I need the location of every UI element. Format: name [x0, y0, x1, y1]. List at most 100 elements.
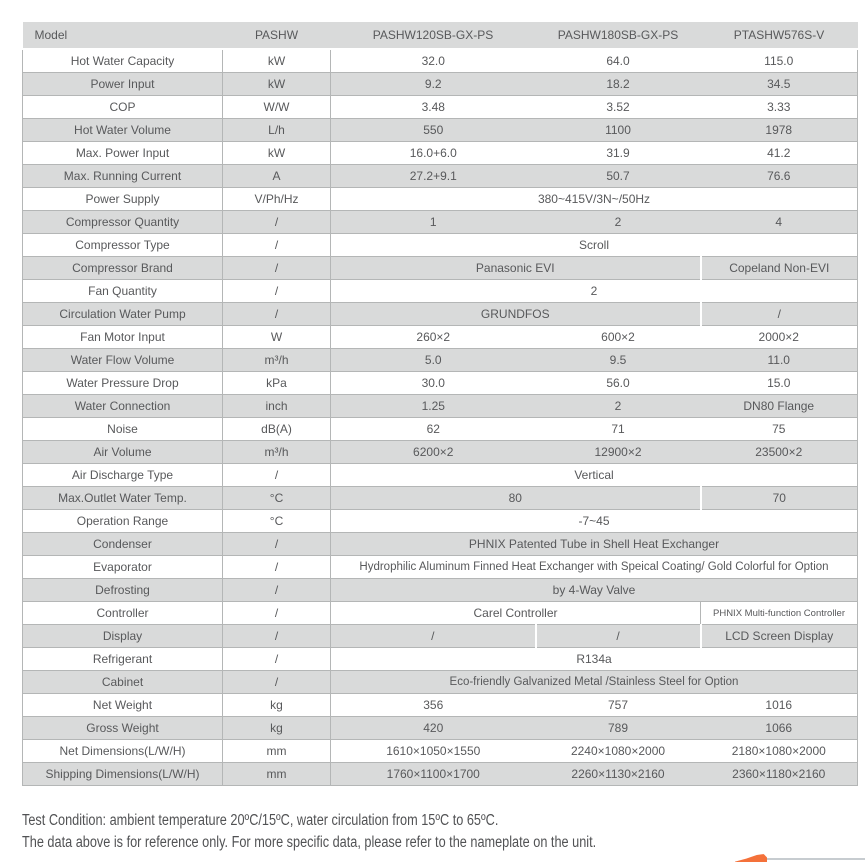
logo-swoosh-icon [735, 854, 767, 862]
table-row: Air Volume m³/h 6200×2 12900×2 23500×2 [22, 440, 858, 464]
spec-unit-cell: kPa [222, 371, 331, 395]
spec-value-cell: 1 [330, 210, 536, 234]
table-row: Controller / Carel Controller PHNIX Multi-f… [22, 601, 858, 625]
spec-value-cell: 1100 [535, 118, 701, 142]
table-row: Net Weight kg 356 757 1016 [22, 693, 858, 717]
spec-value-cell: / [535, 624, 702, 648]
reference-note: The data above is for reference only. Fo… [22, 834, 597, 851]
spec-label-cell: Fan Quantity [22, 279, 223, 303]
spec-label-cell: Net Dimensions(L/W/H) [22, 739, 223, 763]
header-model-pashw120sb-gx-ps: PASHW120SB-GX-PS [330, 22, 536, 50]
spec-label-cell: Defrosting [22, 578, 223, 602]
specification-table: Model PASHW PASHW120SB-GX-PS PASHW180SB-… [22, 22, 858, 786]
spec-value-cell: 757 [535, 693, 701, 717]
spec-value-cell: 3.48 [330, 95, 536, 119]
spec-label-cell: Power Supply [22, 187, 223, 211]
spec-label-cell: Water Flow Volume [22, 348, 223, 372]
spec-label-cell: Power Input [22, 72, 223, 96]
spec-value-cell: 2 [330, 279, 858, 303]
spec-value-cell: Copeland Non-EVI [700, 256, 858, 280]
spec-value-cell: 2000×2 [700, 325, 858, 349]
spec-value-cell: Vertical [330, 463, 858, 487]
spec-value-cell: 550 [330, 118, 536, 142]
header-model-pashw180sb-gx-ps: PASHW180SB-GX-PS [535, 22, 701, 50]
spec-unit-cell: / [222, 279, 331, 303]
spec-unit-cell: / [222, 210, 331, 234]
spec-value-cell: 15.0 [700, 371, 858, 395]
spec-label-cell: Net Weight [22, 693, 223, 717]
spec-value-cell: Carel Controller [330, 601, 701, 625]
spec-unit-cell: kW [222, 141, 331, 165]
table-row: Noise dB(A) 62 71 75 [22, 417, 858, 441]
spec-value-cell: 64.0 [535, 49, 701, 73]
spec-label-cell: Circulation Water Pump [22, 302, 223, 326]
spec-label-cell: Water Pressure Drop [22, 371, 223, 395]
spec-value-cell: PHNIX Patented Tube in Shell Heat Exchan… [330, 532, 858, 556]
table-row: Gross Weight kg 420 789 1066 [22, 716, 858, 740]
spec-unit-cell: V/Ph/Hz [222, 187, 331, 211]
spec-value-cell: 2 [535, 210, 701, 234]
spec-value-cell: 18.2 [535, 72, 701, 96]
table-row: Operation Range °C -7~45 [22, 509, 858, 533]
spec-value-cell: Panasonic EVI [330, 256, 702, 280]
spec-unit-cell: kg [222, 716, 331, 740]
spec-unit-cell: / [222, 532, 331, 556]
spec-value-cell: 27.2+9.1 [330, 164, 536, 188]
spec-label-cell: Refrigerant [22, 647, 223, 671]
spec-value-cell: 1016 [700, 693, 858, 717]
spec-label-cell: Hot Water Capacity [22, 49, 223, 73]
table-row: Max. Power Input kW 16.0+6.0 31.9 41.2 [22, 141, 858, 165]
spec-value-cell: 50.7 [535, 164, 701, 188]
table-row: Compressor Type / Scroll [22, 233, 858, 257]
spec-label-cell: Max. Running Current [22, 164, 223, 188]
spec-value-cell: PHNIX Multi-function Controller [700, 601, 858, 625]
spec-unit-cell: / [222, 256, 331, 280]
spec-label-cell: Max.Outlet Water Temp. [22, 486, 223, 510]
spec-label-cell: Gross Weight [22, 716, 223, 740]
table-row: Hot Water Capacity kW 32.0 64.0 115.0 [22, 49, 858, 73]
spec-value-cell: 3.33 [700, 95, 858, 119]
spec-unit-cell: dB(A) [222, 417, 331, 441]
spec-value-cell: 41.2 [700, 141, 858, 165]
spec-unit-cell: inch [222, 394, 331, 418]
spec-unit-cell: kg [222, 693, 331, 717]
spec-value-cell: 1610×1050×1550 [330, 739, 536, 763]
spec-value-cell: Eco-friendly Galvanized Metal /Stainless… [330, 670, 858, 694]
spec-unit-cell: kW [222, 72, 331, 96]
spec-label-cell: Air Volume [22, 440, 223, 464]
spec-unit-cell: / [222, 555, 331, 579]
spec-value-cell: 34.5 [700, 72, 858, 96]
spec-value-cell: / [700, 302, 858, 326]
table-row: Power Input kW 9.2 18.2 34.5 [22, 72, 858, 96]
table-row: Water Pressure Drop kPa 30.0 56.0 15.0 [22, 371, 858, 395]
spec-value-cell: 62 [330, 417, 536, 441]
spec-value-cell: 600×2 [535, 325, 701, 349]
spec-value-cell: 70 [700, 486, 858, 510]
spec-value-cell: 2260×1130×2160 [535, 762, 701, 786]
spec-unit-cell: / [222, 647, 331, 671]
spec-unit-cell: / [222, 463, 331, 487]
spec-value-cell: GRUNDFOS [330, 302, 702, 326]
table-row: Net Dimensions(L/W/H) mm 1610×1050×1550 224… [22, 739, 858, 763]
spec-value-cell: 71 [535, 417, 701, 441]
spec-value-cell: DN80 Flange [700, 394, 858, 418]
spec-value-cell: 56.0 [535, 371, 701, 395]
spec-unit-cell: / [222, 302, 331, 326]
spec-value-cell: 2240×1080×2000 [535, 739, 701, 763]
table-row: COP W/W 3.48 3.52 3.33 [22, 95, 858, 119]
spec-value-cell: 4 [700, 210, 858, 234]
spec-value-cell: 2 [535, 394, 701, 418]
spec-value-cell: 1066 [700, 716, 858, 740]
spec-value-cell: 30.0 [330, 371, 536, 395]
spec-label-cell: Display [22, 624, 223, 648]
spec-label-cell: Air Discharge Type [22, 463, 223, 487]
spec-value-cell: 260×2 [330, 325, 536, 349]
table-row: Air Discharge Type / Vertical [22, 463, 858, 487]
table-row: Display / / / LCD Screen Display [22, 624, 858, 648]
spec-unit-cell: / [222, 624, 331, 648]
table-row: Circulation Water Pump / GRUNDFOS / [22, 302, 858, 326]
spec-value-cell: 1760×1100×1700 [330, 762, 536, 786]
spec-value-cell: 789 [535, 716, 701, 740]
spec-label-cell: Shipping Dimensions(L/W/H) [22, 762, 223, 786]
spec-value-cell: LCD Screen Display [700, 624, 858, 648]
